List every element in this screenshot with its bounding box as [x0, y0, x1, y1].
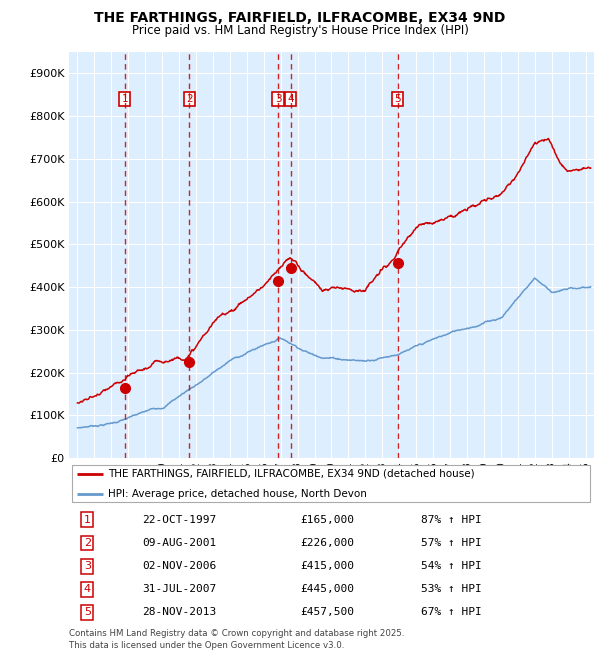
Text: Contains HM Land Registry data © Crown copyright and database right 2025.
This d: Contains HM Land Registry data © Crown c… [69, 629, 404, 650]
Text: THE FARTHINGS, FAIRFIELD, ILFRACOMBE, EX34 9ND: THE FARTHINGS, FAIRFIELD, ILFRACOMBE, EX… [94, 11, 506, 25]
Text: 1: 1 [84, 515, 91, 525]
Text: 2: 2 [186, 94, 193, 104]
Text: 54% ↑ HPI: 54% ↑ HPI [421, 561, 482, 571]
Text: 4: 4 [287, 94, 294, 104]
Text: HPI: Average price, detached house, North Devon: HPI: Average price, detached house, Nort… [109, 489, 367, 499]
FancyBboxPatch shape [71, 465, 590, 502]
Text: 67% ↑ HPI: 67% ↑ HPI [421, 608, 482, 617]
Text: 53% ↑ HPI: 53% ↑ HPI [421, 584, 482, 594]
Text: £226,000: £226,000 [300, 538, 354, 548]
Text: 5: 5 [394, 94, 401, 104]
Text: 3: 3 [275, 94, 281, 104]
Text: 57% ↑ HPI: 57% ↑ HPI [421, 538, 482, 548]
Text: 31-JUL-2007: 31-JUL-2007 [143, 584, 217, 594]
Text: 02-NOV-2006: 02-NOV-2006 [143, 561, 217, 571]
Text: 22-OCT-1997: 22-OCT-1997 [143, 515, 217, 525]
Text: £415,000: £415,000 [300, 561, 354, 571]
Text: THE FARTHINGS, FAIRFIELD, ILFRACOMBE, EX34 9ND (detached house): THE FARTHINGS, FAIRFIELD, ILFRACOMBE, EX… [109, 469, 475, 478]
Text: 3: 3 [84, 561, 91, 571]
Text: 1: 1 [122, 94, 128, 104]
Text: £445,000: £445,000 [300, 584, 354, 594]
Text: Price paid vs. HM Land Registry's House Price Index (HPI): Price paid vs. HM Land Registry's House … [131, 24, 469, 37]
Text: 87% ↑ HPI: 87% ↑ HPI [421, 515, 482, 525]
Text: 4: 4 [84, 584, 91, 594]
Text: 2: 2 [84, 538, 91, 548]
Text: £457,500: £457,500 [300, 608, 354, 617]
Text: 28-NOV-2013: 28-NOV-2013 [143, 608, 217, 617]
Text: £165,000: £165,000 [300, 515, 354, 525]
Text: 5: 5 [84, 608, 91, 617]
Text: 09-AUG-2001: 09-AUG-2001 [143, 538, 217, 548]
